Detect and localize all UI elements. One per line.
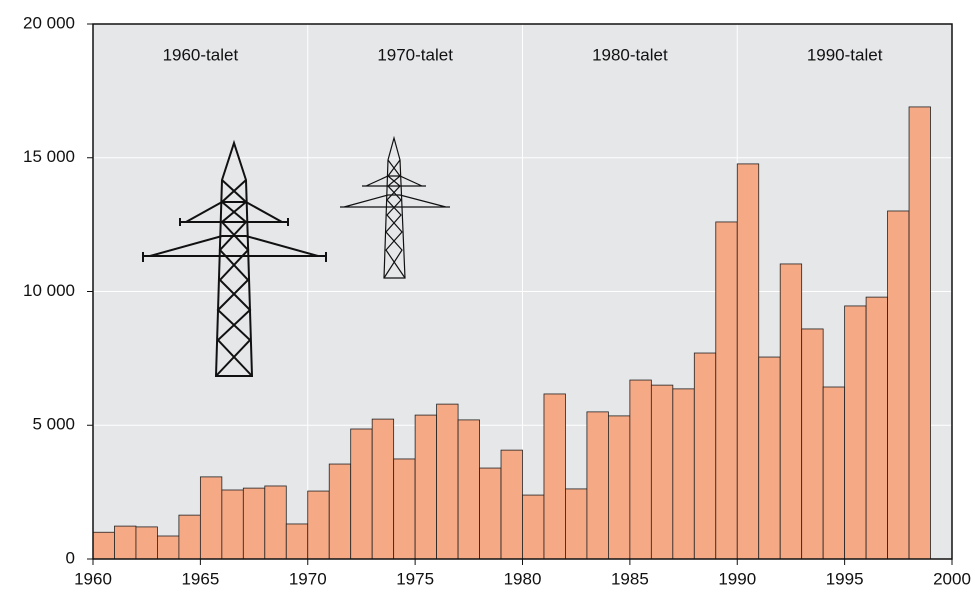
bar <box>351 429 372 559</box>
bar <box>501 450 522 559</box>
bar <box>716 222 737 559</box>
bar <box>780 264 801 559</box>
bar <box>415 415 436 559</box>
bar <box>866 297 887 559</box>
bar <box>157 536 178 559</box>
x-tick-label: 1965 <box>181 569 219 588</box>
x-tick-label: 1980 <box>504 569 542 588</box>
bar <box>823 387 844 559</box>
bar <box>329 464 350 559</box>
x-tick-label: 1995 <box>826 569 864 588</box>
bar <box>93 532 114 559</box>
decade-label: 1960-talet <box>163 45 239 64</box>
bar <box>523 495 544 559</box>
x-tick-label: 1960 <box>74 569 112 588</box>
bar <box>480 468 501 559</box>
bar <box>394 459 415 559</box>
chart: 0 5 000 10 000 15 000 20 000 1960 1965 1970 1975… <box>0 0 975 589</box>
y-tick-label: 0 <box>66 548 75 567</box>
bar <box>372 419 393 559</box>
bar <box>265 486 286 559</box>
x-tick-label: 1985 <box>611 569 649 588</box>
bar <box>651 385 672 559</box>
bar <box>136 527 157 559</box>
bar <box>114 526 135 559</box>
bar <box>458 420 479 559</box>
bar <box>565 489 586 559</box>
decade-label: 1980-talet <box>592 45 668 64</box>
bar <box>544 394 565 559</box>
bar <box>286 524 307 559</box>
y-tick-label: 5 000 <box>32 415 75 434</box>
x-tick-label: 2000 <box>933 569 971 588</box>
bar <box>608 416 629 559</box>
bar <box>845 306 866 559</box>
bar <box>759 357 780 559</box>
bar <box>909 107 930 559</box>
bar <box>802 329 823 559</box>
bar <box>587 412 608 559</box>
decade-label: 1990-talet <box>807 45 883 64</box>
y-tick-label: 10 000 <box>23 281 75 300</box>
bar <box>888 211 909 559</box>
bar <box>694 353 715 559</box>
y-tick-label: 15 000 <box>23 147 75 166</box>
x-tick-label: 1990 <box>718 569 756 588</box>
x-tick-label: 1975 <box>396 569 434 588</box>
bar <box>243 488 264 559</box>
page: {"chart_data": {"type": "histogram", "bi… <box>0 0 975 594</box>
bar <box>308 491 329 559</box>
y-tick-label: 20 000 <box>23 13 75 32</box>
bar <box>673 389 694 559</box>
bar <box>200 477 221 559</box>
bar <box>630 380 651 559</box>
x-tick-label: 1970 <box>289 569 327 588</box>
bar <box>222 490 243 559</box>
bar <box>179 515 200 559</box>
decade-label: 1970-talet <box>377 45 453 64</box>
bar <box>437 404 458 559</box>
bar <box>737 164 758 559</box>
